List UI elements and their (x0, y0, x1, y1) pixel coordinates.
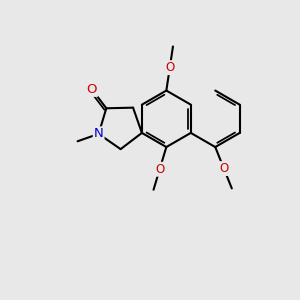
Text: O: O (155, 163, 164, 176)
Text: O: O (87, 83, 97, 96)
Text: O: O (165, 61, 174, 74)
Text: O: O (219, 162, 229, 175)
Text: N: N (94, 128, 103, 140)
